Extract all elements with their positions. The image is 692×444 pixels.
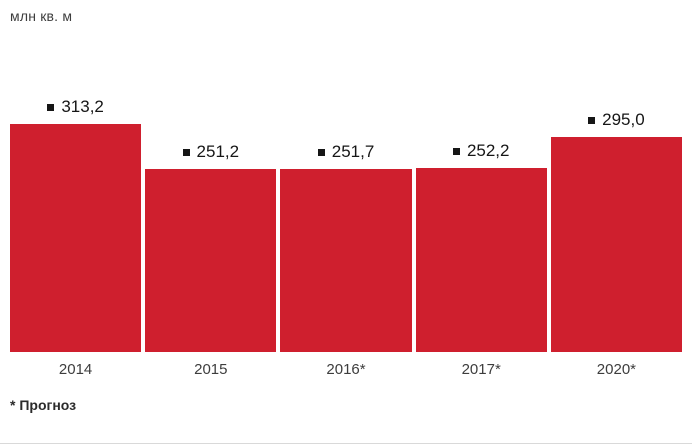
- x-axis-label-2016*: 2016*: [326, 361, 366, 378]
- x-axis-labels: 2014 2015 2016* 2017* 2020*: [10, 361, 682, 378]
- x-axis-label-2020*: 2020*: [596, 361, 637, 378]
- bar-column-2014: 313,2: [10, 96, 142, 352]
- x-axis-label-2014: 2014: [58, 361, 93, 378]
- bar-chart: 313,2 251,2 251,7 252,2 295,0: [10, 96, 683, 352]
- x-axis-label-2015: 2015: [194, 361, 228, 378]
- bar-value-label: 252,2: [452, 141, 510, 161]
- bar-2014: [10, 124, 142, 352]
- square-marker-icon: [317, 148, 325, 156]
- bar-value-text: 252,2: [466, 141, 510, 160]
- bar-2020*: [550, 137, 683, 352]
- bar-2016*: [280, 169, 412, 352]
- bar-2015: [145, 169, 277, 352]
- square-marker-icon: [47, 103, 55, 111]
- bar-value-label: 313,2: [47, 97, 104, 117]
- bar-column-2017*: 252,2: [415, 96, 547, 352]
- bar-column-2015: 251,2: [145, 96, 277, 352]
- bar-value-text: 251,7: [331, 142, 375, 161]
- bar-value-label: 295,0: [588, 110, 645, 130]
- bar-value-text: 295,0: [602, 110, 645, 129]
- bar-value-text: 313,2: [61, 97, 104, 116]
- square-marker-icon: [182, 148, 190, 156]
- bar-2017*: [415, 168, 547, 352]
- forecast-footnote: * Прогноз: [10, 397, 77, 413]
- bar-value-text: 251,2: [196, 142, 240, 161]
- bar-column-2020*: 295,0: [550, 96, 683, 352]
- square-marker-icon: [588, 116, 596, 124]
- bar-value-label: 251,7: [317, 142, 375, 162]
- bar-value-label: 251,2: [182, 142, 240, 162]
- square-marker-icon: [452, 147, 460, 155]
- x-axis-label-2017*: 2017*: [461, 361, 501, 378]
- y-axis-unit-label: млн кв. м: [10, 8, 73, 24]
- bar-column-2016*: 251,7: [280, 96, 412, 352]
